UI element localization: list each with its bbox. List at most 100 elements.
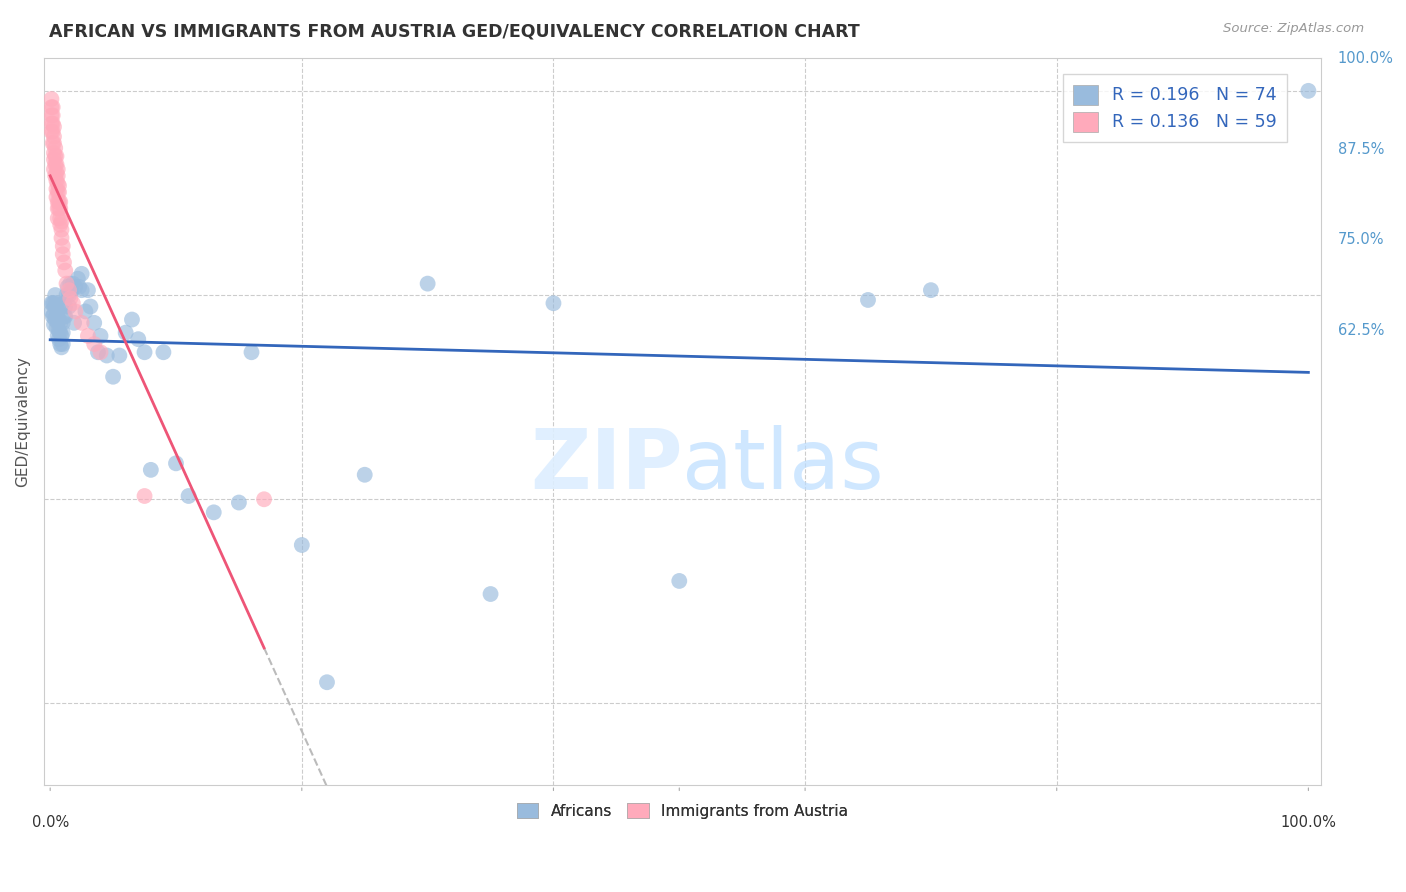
Point xyxy=(177,489,200,503)
Point xyxy=(139,463,162,477)
Point xyxy=(77,283,100,297)
Point xyxy=(59,291,82,305)
Point xyxy=(152,345,174,359)
Text: 87.5%: 87.5% xyxy=(1337,142,1384,157)
Point xyxy=(42,162,65,177)
Point xyxy=(53,296,76,310)
Point xyxy=(45,182,67,196)
Point xyxy=(41,100,63,114)
Point xyxy=(46,202,69,216)
Point xyxy=(134,345,156,359)
Point xyxy=(52,337,75,351)
Point xyxy=(45,310,67,324)
Point xyxy=(44,312,66,326)
Point xyxy=(228,495,250,509)
Point xyxy=(53,300,76,314)
Point xyxy=(51,214,73,228)
Point xyxy=(42,308,65,322)
Point xyxy=(41,116,63,130)
Point xyxy=(41,296,63,310)
Point xyxy=(134,489,156,503)
Point xyxy=(127,332,149,346)
Point xyxy=(253,492,276,507)
Point xyxy=(316,675,339,690)
Point xyxy=(49,326,72,340)
Point xyxy=(165,456,187,470)
Point xyxy=(41,304,63,318)
Point xyxy=(52,316,75,330)
Point xyxy=(42,136,65,150)
Point xyxy=(59,277,82,291)
Point xyxy=(41,125,63,139)
Point xyxy=(96,349,118,363)
Point xyxy=(89,329,111,343)
Y-axis label: GED/Equivalency: GED/Equivalency xyxy=(15,356,30,487)
Text: ZIP: ZIP xyxy=(530,425,682,506)
Point xyxy=(51,223,73,237)
Point xyxy=(55,277,77,291)
Point xyxy=(48,324,70,338)
Point xyxy=(65,280,87,294)
Point xyxy=(291,538,314,552)
Point xyxy=(108,349,131,363)
Point xyxy=(53,263,76,277)
Point xyxy=(70,267,93,281)
Point xyxy=(62,277,84,291)
Point xyxy=(49,194,72,209)
Point xyxy=(44,157,66,171)
Point xyxy=(52,247,75,261)
Point xyxy=(42,145,65,160)
Point xyxy=(41,296,63,310)
Point xyxy=(44,169,66,183)
Point xyxy=(479,587,502,601)
Point xyxy=(1298,84,1320,98)
Point xyxy=(48,185,70,199)
Point xyxy=(416,277,439,291)
Point xyxy=(49,337,72,351)
Point xyxy=(87,345,110,359)
Point xyxy=(101,369,124,384)
Point xyxy=(49,218,72,232)
Point xyxy=(44,141,66,155)
Point xyxy=(63,316,86,330)
Point xyxy=(45,320,67,334)
Text: 62.5%: 62.5% xyxy=(1337,323,1384,338)
Point xyxy=(77,329,100,343)
Text: Source: ZipAtlas.com: Source: ZipAtlas.com xyxy=(1223,22,1364,36)
Legend: Africans, Immigrants from Austria: Africans, Immigrants from Austria xyxy=(510,797,853,825)
Point xyxy=(44,288,66,302)
Point xyxy=(114,326,136,340)
Text: AFRICAN VS IMMIGRANTS FROM AUSTRIA GED/EQUIVALENCY CORRELATION CHART: AFRICAN VS IMMIGRANTS FROM AUSTRIA GED/E… xyxy=(49,22,860,40)
Point xyxy=(46,185,69,199)
Point xyxy=(49,316,72,330)
Point xyxy=(44,149,66,163)
Point xyxy=(46,194,69,209)
Text: atlas: atlas xyxy=(682,425,884,506)
Point xyxy=(41,116,63,130)
Point xyxy=(83,337,105,351)
Point xyxy=(62,296,84,310)
Text: 75.0%: 75.0% xyxy=(1337,233,1384,247)
Point xyxy=(920,283,942,297)
Point xyxy=(70,283,93,297)
Point xyxy=(53,255,76,269)
Point xyxy=(46,169,69,183)
Point xyxy=(75,304,97,318)
Point xyxy=(46,304,69,318)
Point xyxy=(46,211,69,226)
Point xyxy=(46,177,69,191)
Point xyxy=(42,129,65,144)
Point xyxy=(45,157,67,171)
Point xyxy=(58,300,80,314)
Text: 100.0%: 100.0% xyxy=(1281,814,1336,830)
Point xyxy=(41,108,63,122)
Point xyxy=(41,125,63,139)
Point xyxy=(56,280,79,294)
Point xyxy=(41,136,63,150)
Point xyxy=(202,505,225,519)
Point xyxy=(49,202,72,216)
Point xyxy=(41,100,63,114)
Point xyxy=(45,174,67,188)
Point xyxy=(52,239,75,253)
Point xyxy=(48,332,70,346)
